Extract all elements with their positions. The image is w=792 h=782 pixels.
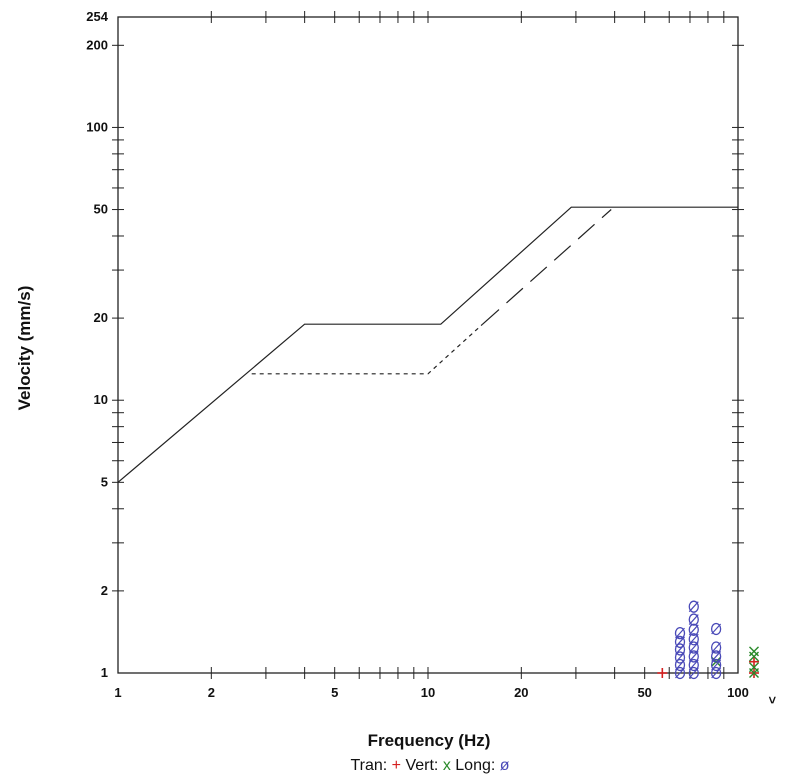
point-long: [688, 650, 699, 663]
point-long: [688, 623, 699, 636]
x-tick-label: 1: [114, 685, 121, 700]
x-axis-title: Frequency (Hz): [368, 731, 491, 750]
limit-lines: [117, 206, 738, 483]
point-vert: [749, 662, 759, 673]
point-long: [688, 633, 699, 646]
y-tick-labels: 1 2 5 10 20 50 100 200 254: [86, 9, 108, 680]
data-points: [657, 600, 759, 680]
point-long: [688, 658, 699, 672]
y-tick-label: 10: [94, 392, 108, 407]
point-long: [710, 641, 722, 654]
y-tick-label: 100: [86, 119, 108, 134]
y-tick-label: 2: [101, 583, 108, 598]
y-tick-label: 20: [94, 310, 108, 325]
x-overflow-label: >: [765, 696, 780, 704]
x-tick-label: 20: [514, 685, 528, 700]
legend-marker-long: ø: [500, 757, 510, 774]
limit-line-dotted: [251, 323, 484, 375]
legend-marker-vert: x: [443, 757, 451, 774]
y-tick-label: 200: [86, 37, 108, 52]
x-tick-label: 5: [331, 685, 338, 700]
x-tick-labels: 1 2 5 10 20 50 100: [114, 685, 748, 700]
plot-frame: [117, 16, 739, 674]
point-long: [688, 600, 699, 613]
y-tick-label: 5: [101, 474, 108, 489]
limit-line-dashed: [482, 209, 612, 325]
x-tick-label: 100: [727, 685, 749, 700]
point-long: [674, 626, 686, 640]
legend-colon: :: [434, 757, 443, 774]
point-long: [710, 622, 722, 636]
point-vert: [749, 646, 759, 657]
x-tick-label: 2: [208, 685, 215, 700]
x-tick-label: 10: [421, 685, 435, 700]
point-long: [710, 658, 722, 672]
point-tran: [657, 668, 668, 678]
legend-marker-tran: +: [392, 757, 401, 774]
limit-line-solid: [117, 206, 738, 483]
legend-colon: :: [383, 757, 392, 774]
minor-ticks: [112, 11, 744, 679]
y-tick-label: 1: [101, 665, 108, 680]
point-tran: [749, 656, 759, 667]
legend: Tran: + Vert: x Long: ø: [350, 757, 509, 774]
svg-text:Tran: + Vert: x Long: ø: Tran: + Vert: x Long: ø: [350, 757, 509, 774]
legend-label-vert: Vert: [405, 757, 434, 774]
legend-label-long: Long: [455, 757, 491, 774]
legend-label-tran: Tran: [350, 757, 382, 774]
y-tick-label: 254: [86, 9, 108, 24]
point-long: [674, 635, 686, 649]
legend-colon: :: [491, 757, 500, 774]
x-tick-label: 50: [637, 685, 651, 700]
y-tick-label: 50: [94, 202, 108, 217]
point-long: [688, 613, 699, 626]
point-long: [710, 650, 722, 663]
y-axis-title: Velocity (mm/s): [15, 286, 34, 411]
